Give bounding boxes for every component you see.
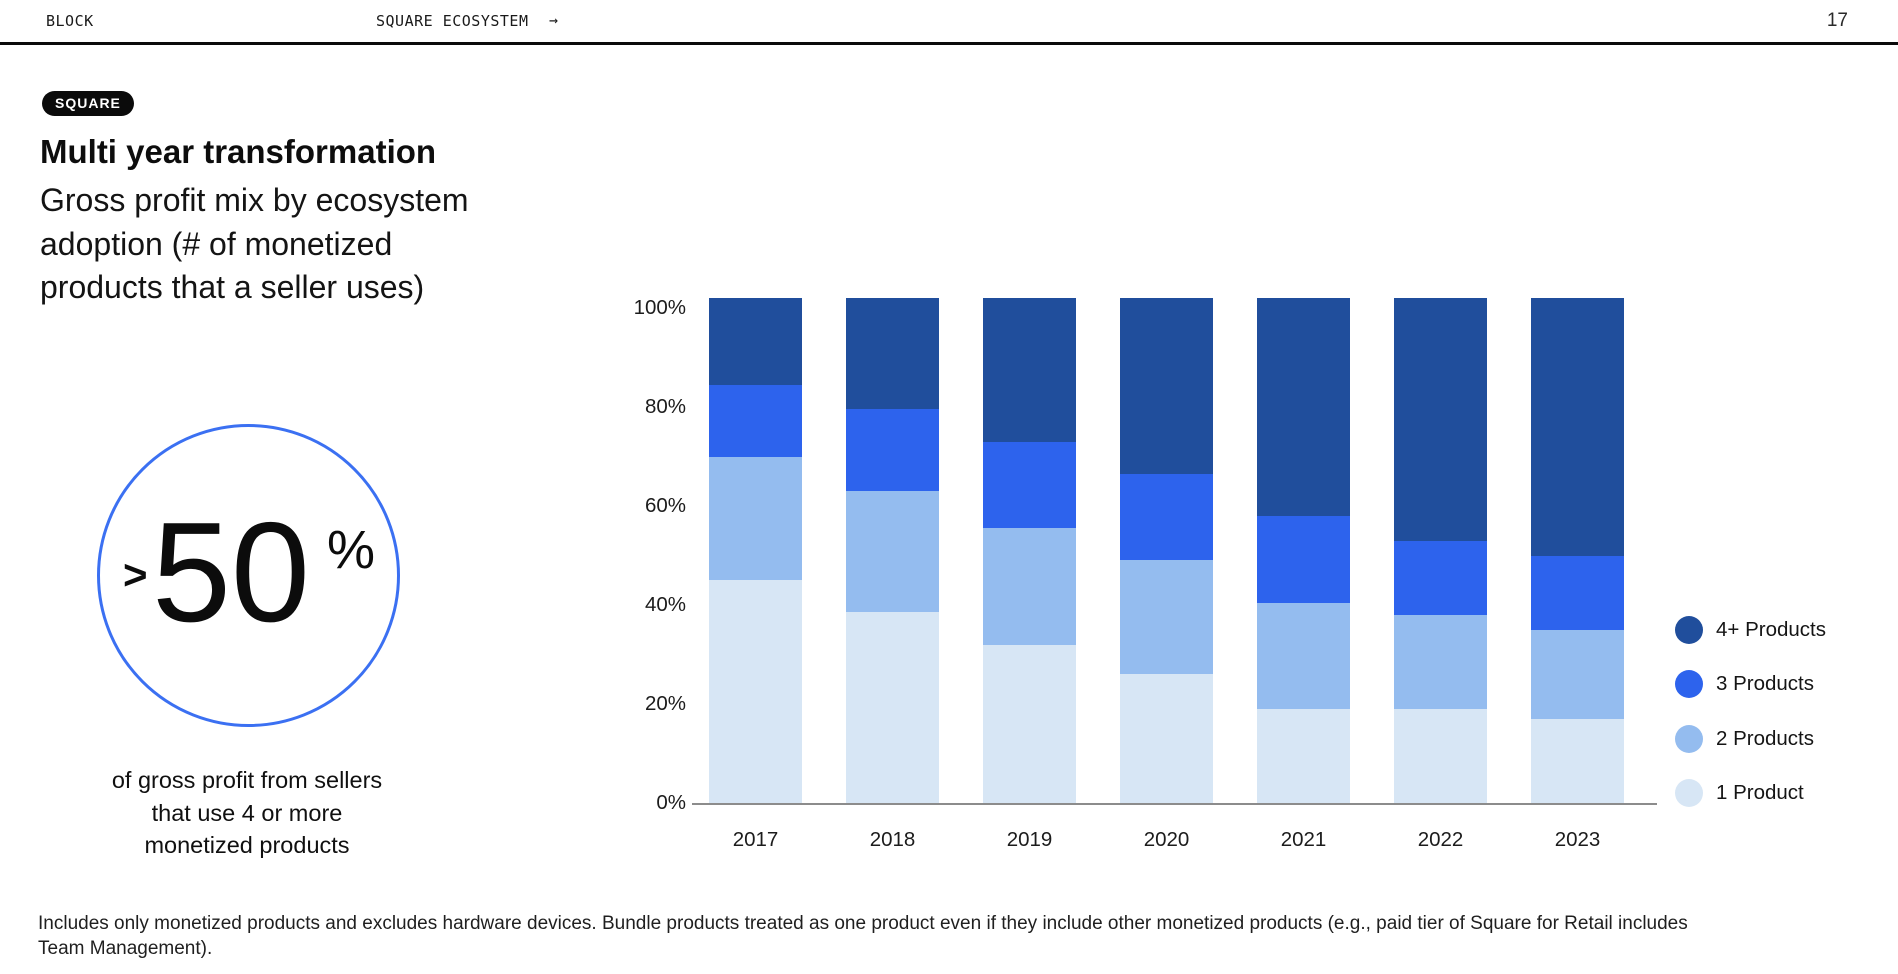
legend-label: 3 Products (1716, 672, 1814, 695)
x-axis-label-2019: 2019 (1006, 828, 1053, 851)
legend-item-4-products: 4+ Products (1675, 615, 1826, 644)
callout-value: 50 (152, 493, 310, 652)
bar-2018 (846, 298, 939, 803)
square-badge: SQUARE (42, 91, 134, 116)
caption-line: monetized products (144, 832, 350, 858)
x-axis-label-2021: 2021 (1280, 828, 1327, 851)
legend-dot-icon (1675, 670, 1703, 698)
legend-label: 4+ Products (1716, 617, 1826, 641)
subtitle-line: products that a seller uses) (40, 269, 425, 305)
x-axis-label-2018: 2018 (869, 828, 916, 851)
bar-segment-2020-1-product (1120, 674, 1213, 803)
bar-segment-2017-2-products (709, 456, 802, 581)
footnote: Includes only monetized products and exc… (38, 912, 1868, 961)
legend-item-2-products: 2 Products (1675, 724, 1814, 753)
page-title: Multi year transformation (40, 133, 437, 170)
x-axis-label-2017: 2017 (732, 828, 779, 851)
legend-dot-icon (1675, 778, 1703, 807)
x-axis-line (692, 803, 1657, 805)
bar-segment-2019-3-products (983, 441, 1076, 529)
bar-segment-2018-1-product (846, 612, 939, 803)
subtitle-line: Gross profit mix by ecosystem (40, 182, 469, 218)
page-number: 17 (1826, 10, 1848, 31)
bar-2017 (709, 298, 802, 803)
bar-2023 (1531, 298, 1624, 803)
bar-segment-2021-1-product (1257, 708, 1350, 803)
highlight-circle (97, 424, 400, 727)
bar-segment-2018-2-products (846, 491, 939, 613)
callout-caption: of gross profit from sellers that use 4 o… (47, 764, 447, 862)
caption-line: that use 4 or more (151, 799, 343, 826)
subtitle-line: adoption (# of monetized (40, 225, 393, 262)
bar-segment-2018-3-products (846, 409, 939, 492)
y-axis-tick-label: 100% (633, 296, 686, 319)
x-axis-label-2022: 2022 (1417, 828, 1464, 851)
y-axis-tick-label: 20% (644, 692, 686, 715)
x-axis-label-2023: 2023 (1554, 828, 1601, 851)
bar-2021 (1257, 298, 1350, 803)
bar-segment-2023-1-product (1531, 718, 1624, 803)
bar-segment-2022-2-products (1394, 614, 1487, 709)
legend-item-1-product: 1 Product (1675, 778, 1804, 807)
y-axis-tick-label: 60% (644, 494, 686, 517)
y-axis-tick-label: 40% (644, 593, 686, 616)
bar-2022 (1394, 298, 1487, 803)
legend-item-3-products: 3 Products (1675, 670, 1814, 698)
bar-segment-2017-1-product (709, 580, 802, 803)
square-ecosystem-link[interactable]: SQUARE ECOSYSTEM (376, 12, 529, 30)
percent-sign: % (327, 520, 376, 580)
bar-segment-2023-3-products (1531, 555, 1624, 630)
bar-segment-2021-2-products (1257, 602, 1350, 709)
bar-segment-2022-1-product (1394, 708, 1487, 803)
footnote-line: Includes only monetized products and exc… (38, 913, 1688, 934)
legend-label: 1 Product (1716, 780, 1804, 804)
footnote-line: Team Management). (38, 937, 213, 959)
bar-2019 (983, 298, 1076, 803)
bar-segment-2022-3-products (1394, 540, 1487, 615)
chart-subtitle: Gross profit mix by ecosystem adoption (#… (40, 179, 469, 310)
legend-label: 2 Products (1716, 726, 1814, 750)
legend-dot-icon (1675, 615, 1703, 644)
greater-than-sign: > (123, 551, 148, 598)
caption-line: of gross profit from sellers (111, 767, 383, 793)
bar-segment-2023-2-products (1531, 629, 1624, 719)
bar-segment-2021-3-products (1257, 515, 1350, 603)
y-axis-tick-label: 80% (644, 395, 686, 418)
bar-segment-2020-3-products (1120, 473, 1213, 561)
right-arrow-icon[interactable]: → (549, 11, 559, 29)
bar-segment-2019-2-products (983, 528, 1076, 645)
bar-segment-2017-3-products (709, 384, 802, 457)
bar-segment-2020-2-products (1120, 560, 1213, 675)
brand-logo: BLOCK (46, 12, 94, 30)
bar-2020 (1120, 298, 1213, 803)
bar-segment-2019-1-product (983, 644, 1076, 803)
legend-dot-icon (1675, 724, 1703, 753)
y-axis-tick-label: 0% (656, 791, 686, 814)
top-bar: BLOCK SQUARE ECOSYSTEM → 17 (0, 0, 1898, 45)
x-axis-label-2020: 2020 (1143, 828, 1190, 851)
